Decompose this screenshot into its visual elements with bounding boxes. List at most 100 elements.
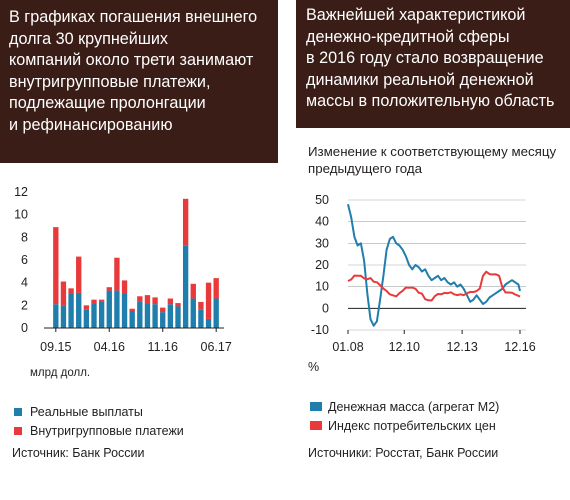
legend-swatch	[14, 426, 22, 435]
x-tick-label: 09.15	[40, 340, 71, 354]
bar-real-payments	[205, 318, 212, 328]
bar-real-payments	[182, 245, 189, 328]
bar-intragroup-payments	[129, 308, 135, 311]
bar-intragroup-payments	[198, 301, 204, 310]
left-title-line: внутригрупповые платежи,	[9, 72, 211, 91]
x-tick-label: 12.10	[389, 340, 420, 354]
bar-intragroup-payments	[213, 278, 219, 299]
legend-label: Денежная масса (агрегат М2)	[328, 399, 500, 414]
bar-intragroup-payments	[106, 287, 112, 291]
bar-intragroup-payments	[160, 307, 166, 313]
bar-intragroup-payments	[182, 198, 189, 246]
left-title-line: В графиках погашения внешнего	[9, 8, 258, 26]
legend-item: Реальные выплаты	[14, 402, 184, 421]
y-tick-label: -10	[311, 323, 329, 337]
x-tick-label: 06.17	[201, 340, 232, 354]
legend-label: Внутригрупповые платежи	[30, 423, 184, 438]
x-tick-label: 11.16	[148, 340, 178, 354]
bar-real-payments	[144, 303, 151, 328]
x-tick-label: 01.08	[332, 340, 363, 354]
bar-intragroup-payments	[83, 305, 90, 310]
y-tick-label: 10	[315, 280, 329, 294]
bar-real-payments	[53, 304, 59, 328]
bar-real-payments	[98, 301, 105, 328]
left-title-line: долга 30 крупнейших	[9, 29, 168, 48]
left-title-line: подлежащие пролонгации	[9, 94, 206, 112]
subtitle-line: Изменение к соответствующему месяцу	[308, 144, 557, 159]
legend-item: Внутригрупповые платежи	[14, 421, 184, 440]
right-title-line: в 2016 году стало возвращение	[306, 49, 544, 67]
subtitle-line: предыдущего года	[308, 161, 423, 176]
bar-real-payments	[190, 298, 196, 328]
y-tick-label: 10	[14, 208, 28, 222]
y-tick-label: 20	[315, 258, 329, 272]
bar-intragroup-payments	[121, 280, 128, 294]
left-title-line: компаний около трети занимают	[9, 51, 254, 69]
right-title-line: массы в положительную область	[306, 92, 555, 110]
bar-real-payments	[137, 301, 143, 328]
bar-real-payments	[160, 312, 166, 328]
right-title-line: денежно-кредитной сферы	[306, 27, 510, 46]
legend-label: Индекс потребительских цен	[328, 418, 496, 433]
legend-swatch	[310, 421, 322, 430]
x-tick-label: 12.13	[446, 340, 477, 354]
series-line-m2	[347, 204, 521, 327]
y-tick-label: 8	[21, 230, 28, 244]
line-chart: -10 0 10 20 30 40 50 01.08 12.10 12.13 12.16%	[308, 193, 536, 374]
bar-real-payments	[175, 306, 181, 328]
y-tick-label: 40	[315, 215, 329, 229]
bar-intragroup-payments	[167, 298, 174, 305]
bar-chart: 0 2 4 6 8 10 12 09.15 04.16 11.16 06.17	[14, 185, 232, 354]
bar-intragroup-payments	[60, 281, 67, 306]
units-label: млрд долл.	[30, 367, 91, 379]
bar-intragroup-payments	[144, 295, 151, 304]
bar-real-payments	[91, 303, 97, 328]
legend-swatch	[310, 402, 322, 411]
bar-real-payments	[167, 304, 174, 328]
y-tick-label: 0	[322, 301, 329, 315]
bar-real-payments	[121, 294, 128, 328]
bar-real-payments	[68, 294, 74, 328]
left-panel: В графиках погашения внешнего долга 30 к…	[0, 0, 282, 500]
y-tick-label: 6	[21, 253, 28, 267]
y-tick-label: 50	[315, 193, 329, 207]
legend-swatch	[14, 407, 22, 416]
bar-intragroup-payments	[137, 296, 143, 302]
bar-intragroup-payments	[98, 299, 105, 302]
x-tick-label: 12.16	[504, 340, 535, 354]
legend-item: Денежная масса (агрегат М2)	[310, 397, 499, 416]
y-tick-label: 4	[21, 276, 28, 290]
left-title-line: и рефинансированию	[9, 115, 173, 134]
bar-real-payments	[152, 304, 158, 328]
bar-intragroup-payments	[114, 257, 120, 291]
series-line-cpi	[347, 270, 521, 302]
right-title-line: динамики реальной денежной	[306, 70, 534, 89]
right-title-line: Важнейшей характеристикой	[306, 6, 526, 24]
x-tick-label: 04.16	[94, 340, 125, 354]
bar-intragroup-payments	[175, 303, 181, 307]
bar-intragroup-payments	[190, 283, 196, 299]
bar-intragroup-payments	[76, 256, 82, 293]
bar-intragroup-payments	[53, 227, 59, 305]
y-tick-label: 30	[315, 236, 329, 250]
right-title-box: Важнейшей характеристикой денежно-кредит…	[296, 0, 570, 128]
y-tick-label: 2	[21, 298, 28, 312]
bar-real-payments	[60, 305, 67, 328]
left-title-box: В графиках погашения внешнего долга 30 к…	[0, 0, 278, 163]
legend-label: Реальные выплаты	[30, 404, 143, 419]
bar-real-payments	[76, 292, 82, 328]
y-tick-label: 0	[21, 321, 28, 335]
bar-intragroup-payments	[91, 299, 97, 304]
right-source: Источники: Росстат, Банк России	[308, 446, 499, 460]
bar-intragroup-payments	[152, 297, 158, 305]
bar-intragroup-payments	[205, 282, 212, 319]
unit-label: %	[308, 360, 319, 374]
bar-real-payments	[213, 298, 219, 328]
bar-real-payments	[114, 290, 120, 328]
bar-intragroup-payments	[68, 288, 74, 294]
bar-real-payments	[106, 290, 112, 328]
bar-real-payments	[198, 309, 204, 328]
bar-legend: Реальные выплаты Внутригрупповые платежи	[14, 402, 184, 440]
left-source: Источник: Банк России	[12, 446, 145, 460]
line-chart-subtitle: Изменение к соответствующему месяцу пред…	[308, 143, 570, 177]
